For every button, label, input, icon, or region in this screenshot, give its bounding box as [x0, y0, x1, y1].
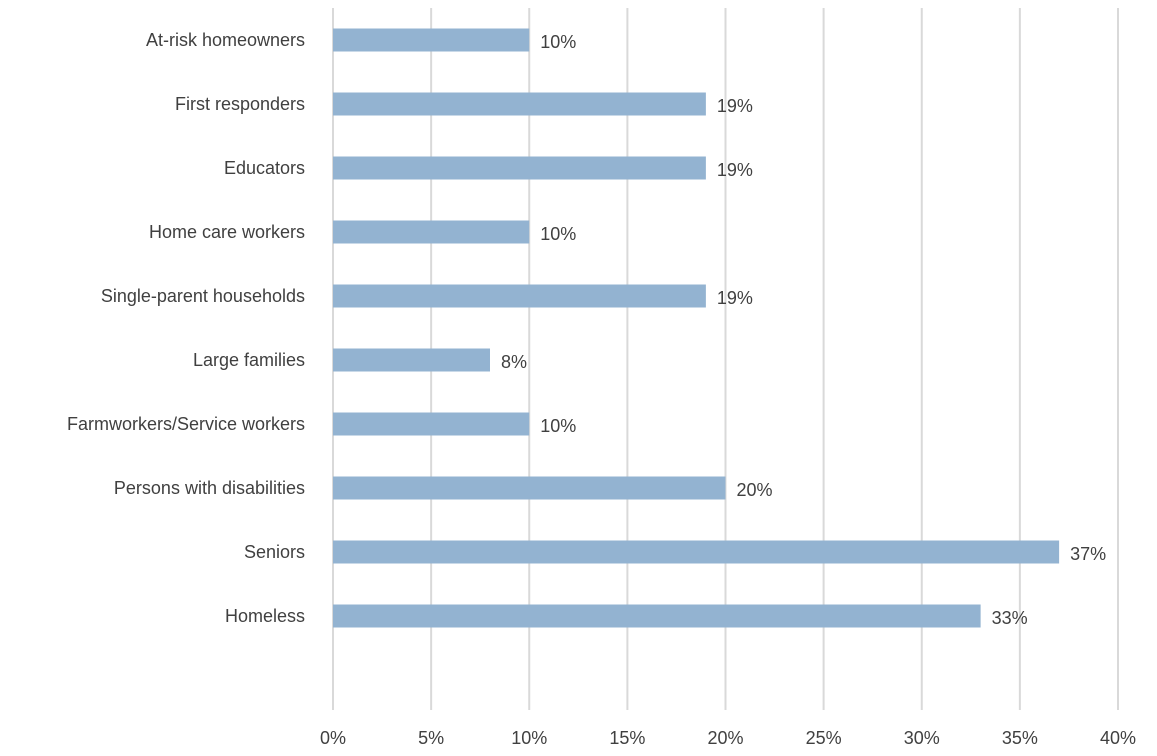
bar: [333, 28, 530, 52]
x-tick-label: 5%: [418, 728, 444, 748]
x-tick-label: 20%: [707, 728, 743, 748]
x-tick-label: 0%: [320, 728, 346, 748]
x-tick-label: 40%: [1100, 728, 1136, 748]
bars: [333, 28, 1060, 628]
x-tick-label: 10%: [511, 728, 547, 748]
data-label: 10%: [540, 224, 576, 244]
data-label: 20%: [737, 480, 773, 500]
category-label: First responders: [175, 94, 305, 114]
data-label: 10%: [540, 416, 576, 436]
x-tick-label: 25%: [806, 728, 842, 748]
category-label: At-risk homeowners: [146, 30, 305, 50]
bar: [333, 92, 706, 116]
bar: [333, 284, 706, 308]
x-tick-label: 30%: [904, 728, 940, 748]
category-label: Home care workers: [149, 222, 305, 242]
data-label: 19%: [717, 288, 753, 308]
data-label: 19%: [717, 160, 753, 180]
category-label: Educators: [224, 158, 305, 178]
category-label: Persons with disabilities: [114, 478, 305, 498]
data-labels: 10% 19% 19% 10% 19% 8% 10% 20% 37% 33%: [501, 32, 1106, 628]
data-label: 8%: [501, 352, 527, 372]
category-labels: At-risk homeowners First responders Educat…: [67, 30, 305, 626]
data-label: 19%: [717, 96, 753, 116]
bar: [333, 476, 726, 500]
bar: [333, 604, 981, 628]
bar: [333, 540, 1060, 564]
data-label: 10%: [540, 32, 576, 52]
data-label: 33%: [992, 608, 1028, 628]
x-axis-tick-labels: 0% 5% 10% 15% 20% 25% 30% 35% 40%: [320, 728, 1136, 748]
x-tick-label: 15%: [609, 728, 645, 748]
category-label: Farmworkers/Service workers: [67, 414, 305, 434]
category-label: Large families: [193, 350, 305, 370]
x-tick-label: 35%: [1002, 728, 1038, 748]
bar: [333, 220, 530, 244]
category-label: Single-parent households: [101, 286, 305, 306]
bar: [333, 348, 490, 372]
data-label: 37%: [1070, 544, 1106, 564]
gridlines: [332, 8, 1119, 710]
category-label: Seniors: [244, 542, 305, 562]
bar: [333, 156, 706, 180]
bar: [333, 412, 530, 436]
category-label: Homeless: [225, 606, 305, 626]
